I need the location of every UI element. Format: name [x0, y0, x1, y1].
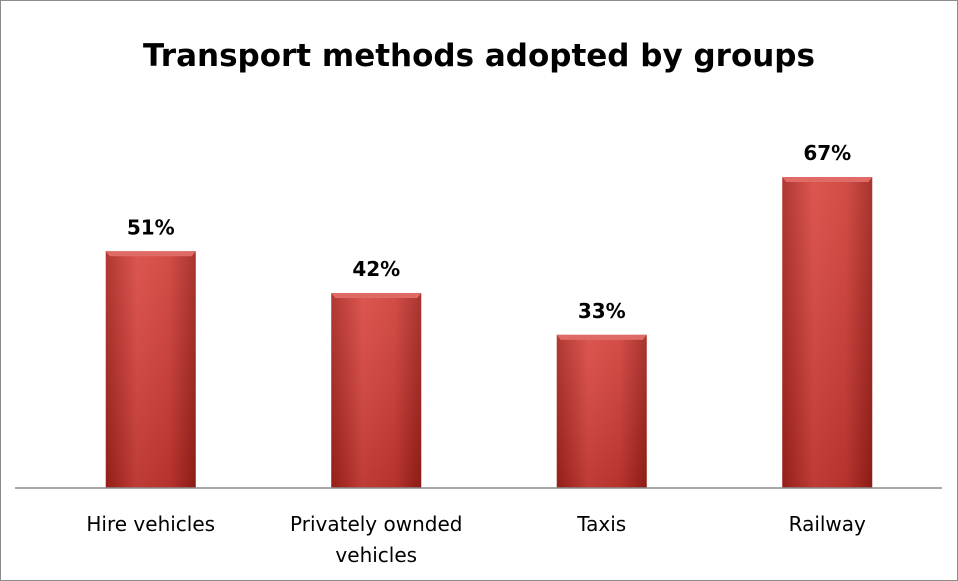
labels-layer: 51% Hire vehicles 42% Privately ownded vehic…	[86, 141, 866, 567]
x-tick-label-line: Hire vehicles	[86, 512, 215, 536]
bar-shade-1	[331, 293, 422, 488]
x-tick-label-2: Taxis	[576, 512, 626, 536]
bar-shade-3	[782, 177, 873, 488]
data-label-0: 51%	[127, 215, 175, 239]
chart-title: Transport methods adopted by groups	[143, 38, 815, 74]
data-label-2: 33%	[578, 299, 626, 323]
x-tick-label-1: Privately ownded vehicles	[290, 512, 462, 567]
bar-cap-1	[331, 293, 422, 299]
bar-cap-2	[556, 334, 647, 340]
bar-shade-2	[556, 334, 647, 488]
bar-cap-3	[782, 177, 873, 182]
bars-layer	[105, 177, 873, 488]
x-tick-label-3: Railway	[789, 512, 866, 536]
x-tick-label-line: vehicles	[335, 543, 417, 567]
x-tick-label-line: Taxis	[576, 512, 626, 536]
bar-cap-0	[105, 251, 196, 257]
data-label-3: 67%	[803, 141, 851, 165]
x-tick-label-line: Railway	[789, 512, 866, 536]
x-tick-label-0: Hire vehicles	[86, 512, 215, 536]
bar-shade-0	[105, 251, 196, 488]
data-label-1: 42%	[352, 257, 400, 281]
x-tick-label-line: Privately ownded	[290, 512, 462, 536]
